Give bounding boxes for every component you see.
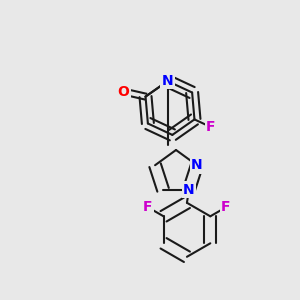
Text: F: F [143, 200, 153, 214]
Text: N: N [191, 158, 203, 172]
Text: F: F [206, 120, 215, 134]
Text: N: N [183, 183, 195, 197]
Text: F: F [221, 200, 231, 214]
Text: N: N [162, 74, 173, 88]
Text: O: O [118, 85, 130, 99]
